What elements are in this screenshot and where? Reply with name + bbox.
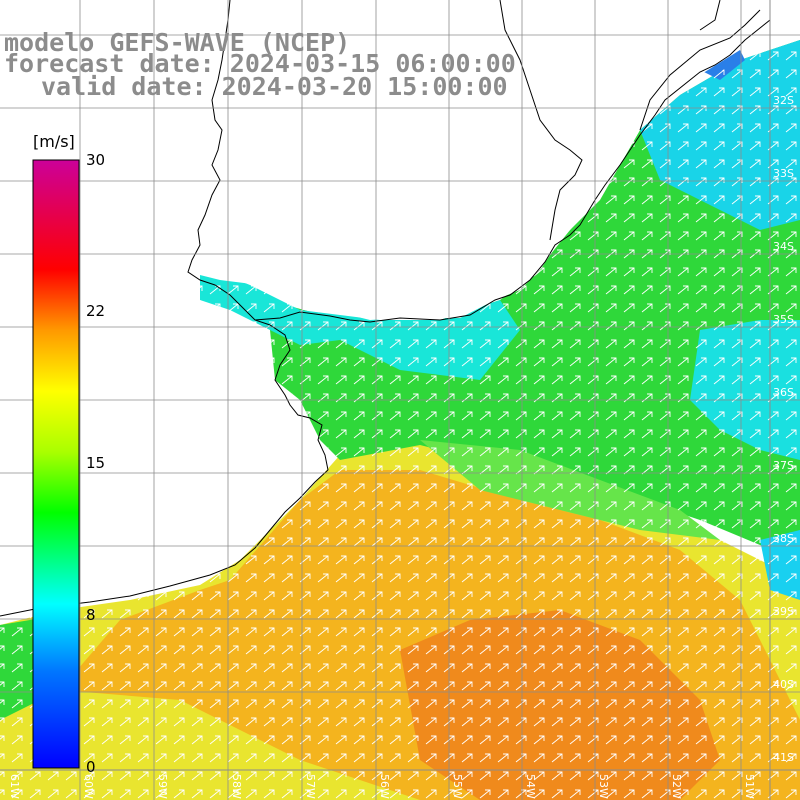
lat-label: 40S xyxy=(773,678,794,691)
lat-label: 37S xyxy=(773,459,794,472)
lon-label: 57W xyxy=(304,774,317,799)
lat-label: 35S xyxy=(773,313,794,326)
colorbar-tick: 15 xyxy=(86,454,106,472)
colorbar-tick: 30 xyxy=(86,151,106,169)
lon-label: 52W xyxy=(670,774,683,799)
model-title: modelo GEFS-WAVE (NCEP) xyxy=(4,28,351,57)
lon-label: 58W xyxy=(230,774,243,799)
lat-label: 41S xyxy=(773,751,794,764)
lat-label: 38S xyxy=(773,532,794,545)
lon-labels: 61W 60W 59W 58W 57W 56W 55W 54W 53W 52W … xyxy=(8,774,756,799)
land-area xyxy=(0,0,800,615)
coastline xyxy=(0,0,771,617)
lat-label: 34S xyxy=(773,240,794,253)
lon-label: 54W xyxy=(524,774,537,799)
colorbar-unit: [m/s] xyxy=(33,132,75,151)
forecast-date: forecast date: 2024-03-15 06:00:00 xyxy=(4,49,516,78)
lon-label: 51W xyxy=(743,774,756,799)
lon-label: 60W xyxy=(82,774,95,799)
lon-label: 55W xyxy=(451,774,464,799)
lat-label: 33S xyxy=(773,167,794,180)
lon-label: 53W xyxy=(597,774,610,799)
lat-label: 39S xyxy=(773,605,794,618)
lat-label: 32S xyxy=(773,94,794,107)
wind-speed-field xyxy=(0,30,800,800)
lon-label: 56W xyxy=(378,774,391,799)
colorbar-tick: 0 xyxy=(86,758,96,776)
lat-labels: 32S 33S 34S 35S 36S 37S 38S 39S 40S 41S xyxy=(773,94,794,764)
colorbar-tick: 22 xyxy=(86,302,106,320)
valid-date: valid date: 2024-03-20 15:00:00 xyxy=(41,72,508,101)
colorbar-tick: 8 xyxy=(86,606,96,624)
lat-label: 36S xyxy=(773,386,794,399)
lon-label: 59W xyxy=(156,774,169,799)
lon-label: 61W xyxy=(8,774,21,799)
colorbar xyxy=(32,159,80,769)
